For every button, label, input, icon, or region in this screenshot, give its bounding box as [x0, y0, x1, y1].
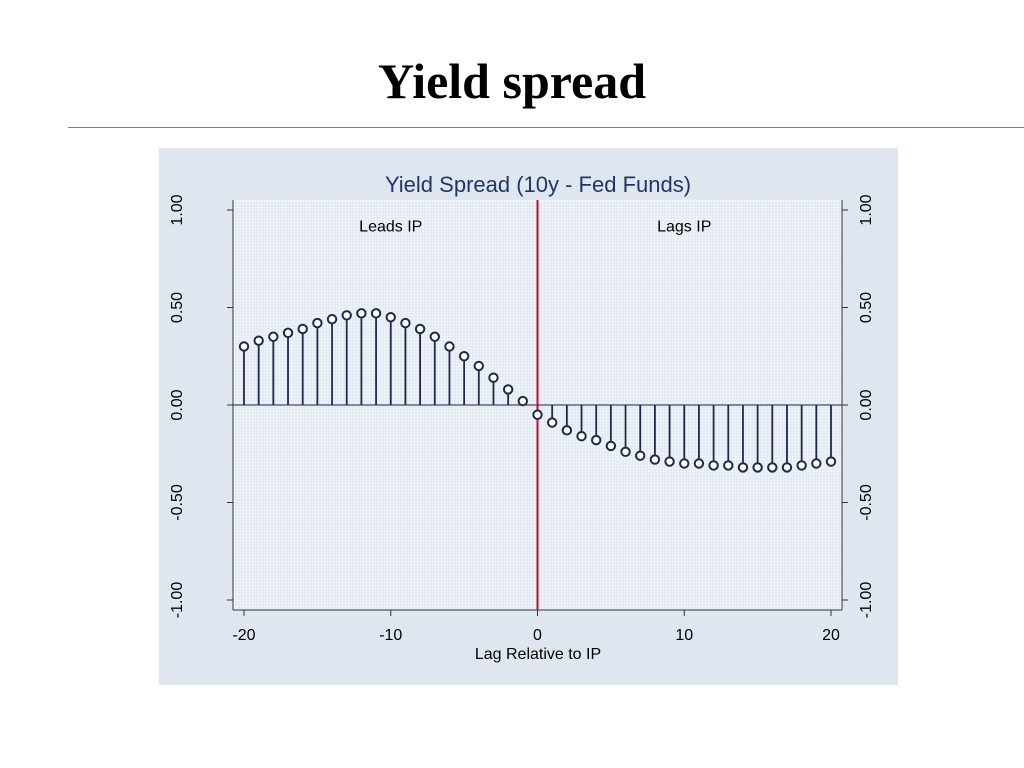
data-point [458, 351, 470, 362]
data-point [400, 317, 411, 329]
x-tick-label: -20 [232, 627, 255, 644]
data-point [532, 409, 543, 420]
data-point [502, 384, 514, 395]
y-tick-label-right: -0.50 [858, 484, 875, 521]
data-point [811, 458, 822, 469]
annotation-label: Lags IP [657, 218, 711, 235]
data-point [649, 454, 661, 465]
data-point [473, 360, 484, 372]
x-axis-label: Lag Relative to IP [475, 646, 601, 663]
data-point [664, 456, 675, 467]
data-point [605, 440, 617, 452]
data-point [414, 323, 426, 335]
chart-title: Yield Spread (10y - Fed Funds) [385, 172, 691, 197]
y-tick-label-left: 1.00 [169, 194, 186, 225]
y-tick-label-left: -1.00 [169, 582, 186, 619]
data-point [561, 425, 573, 436]
data-point [268, 331, 279, 342]
data-point [635, 450, 646, 461]
title-divider [68, 127, 1024, 128]
data-point [282, 327, 294, 339]
data-point [752, 462, 763, 473]
data-point [693, 458, 705, 469]
data-point [488, 372, 499, 383]
data-point [297, 323, 308, 335]
data-point [326, 314, 338, 325]
data-point [825, 456, 837, 467]
x-tick-label: 0 [533, 627, 542, 644]
y-tick-label-right: 0.50 [858, 292, 875, 323]
data-point [546, 417, 558, 428]
x-tick-label: 20 [822, 627, 840, 644]
data-point [591, 434, 602, 446]
data-point [620, 446, 631, 457]
data-point [253, 335, 264, 346]
data-point [356, 308, 367, 319]
x-tick-label: -10 [379, 627, 402, 644]
y-tick-label-right: 0.00 [858, 389, 875, 420]
data-point [723, 460, 734, 471]
slide-title: Yield spread [377, 53, 647, 109]
data-point [737, 462, 749, 473]
data-point [444, 341, 455, 352]
data-point [341, 310, 352, 321]
y-tick-label-left: -0.50 [169, 484, 186, 521]
data-marks: Leads IP Lags IP [233, 200, 842, 610]
y-tick-label-left: 0.00 [169, 389, 186, 420]
data-point [576, 431, 587, 442]
data-point [767, 462, 778, 473]
y-tick-label-right: -1.00 [858, 582, 875, 619]
data-point [312, 317, 323, 329]
annotation-label: Leads IP [359, 218, 422, 235]
data-point [796, 460, 807, 471]
data-point [385, 312, 396, 323]
data-point [708, 460, 719, 471]
data-point [517, 395, 529, 407]
y-tick-label-right: 1.00 [858, 194, 875, 225]
data-point [429, 331, 440, 342]
x-tick-label: 10 [675, 627, 693, 644]
data-point [238, 341, 250, 352]
data-point [781, 462, 793, 473]
data-point [370, 308, 382, 319]
y-tick-label-left: 0.50 [169, 292, 186, 323]
data-point [679, 458, 690, 469]
